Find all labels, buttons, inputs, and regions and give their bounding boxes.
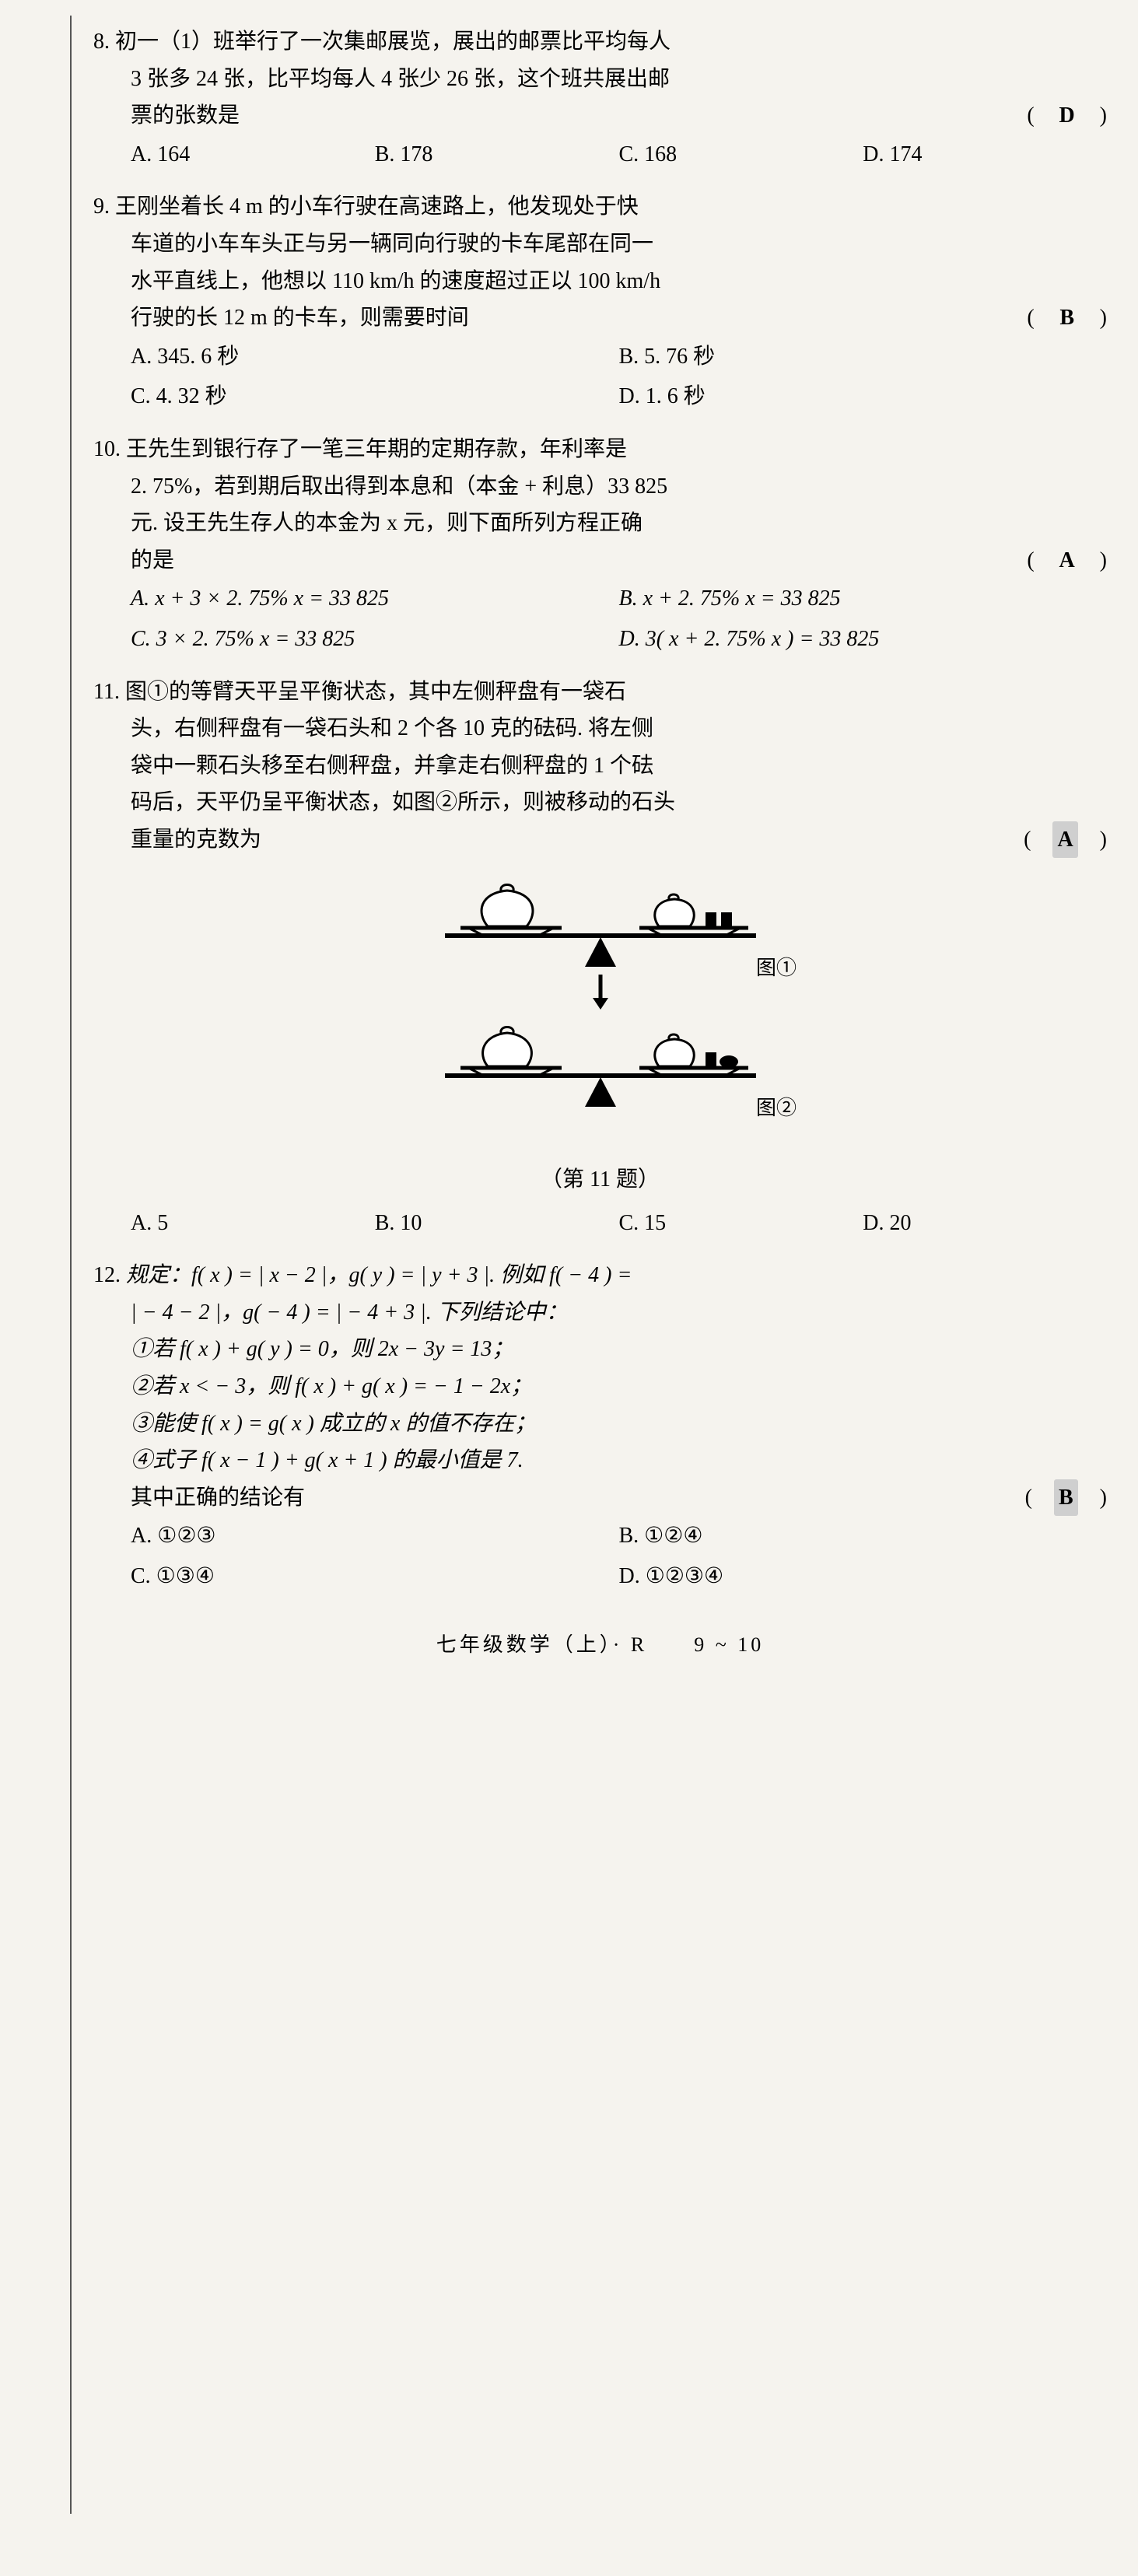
q12-line1: 规定：f( x ) = | x − 2 |，g( y ) = | y + 3 |…	[126, 1263, 632, 1287]
q10-line3: 元. 设王先生存人的本金为 x 元，则下面所列方程正确	[93, 505, 1107, 542]
q8-line1: 初一（1）班举行了一次集邮展览，展出的邮票比平均每人	[115, 30, 671, 54]
q11-line5: 重量的克数为	[131, 828, 261, 852]
q11-answer: A	[1052, 821, 1077, 859]
q10-line4: 的是	[131, 548, 174, 572]
q12-answer: B	[1054, 1479, 1078, 1517]
q12-opt-c: C. ①③④	[131, 1556, 619, 1597]
q11-opt-a: A. 5	[131, 1203, 375, 1244]
q11-line2: 头，右侧秤盘有一袋石头和 2 个各 10 克的砝码. 将左侧	[93, 710, 1107, 747]
q10-answer-paren: ( A )	[1027, 542, 1107, 579]
q9-line3: 水平直线上，他想以 110 km/h 的速度超过正以 100 km/h	[93, 263, 1107, 300]
question-10: 10. 王先生到银行存了一笔三年期的定期存款，年利率是 2. 75%，若到期后取…	[93, 431, 1107, 660]
q10-line1: 王先生到银行存了一笔三年期的定期存款，年利率是	[126, 437, 627, 461]
q10-number: 10.	[93, 437, 121, 461]
fig2-label: 图②	[756, 1097, 797, 1119]
q10-opt-b: B. x + 2. 75% x = 33 825	[619, 579, 1108, 619]
q9-answer: B	[1056, 299, 1078, 337]
q12-options-row2: C. ①③④ D. ①②③④	[93, 1556, 1107, 1597]
q10-options-row2: C. 3 × 2. 75% x = 33 825 D. 3( x + 2. 75…	[93, 619, 1107, 660]
q9-line2: 车道的小车车头正与另一辆同向行驶的卡车尾部在同一	[93, 226, 1107, 263]
q10-opt-c: C. 3 × 2. 75% x = 33 825	[131, 619, 619, 660]
q10-opt-a: A. x + 3 × 2. 75% x = 33 825	[131, 579, 619, 619]
fig1-label: 图①	[756, 957, 797, 979]
q9-answer-paren: ( B )	[1027, 299, 1107, 337]
q10-opt-d: D. 3( x + 2. 75% x ) = 33 825	[619, 619, 1108, 660]
q8-line2: 3 张多 24 张，比平均每人 4 张少 26 张，这个班共展出邮	[93, 61, 1107, 98]
question-8: 8. 初一（1）班举行了一次集邮展览，展出的邮票比平均每人 3 张多 24 张，…	[93, 23, 1107, 174]
q9-options-row1: A. 345. 6 秒 B. 5. 76 秒	[93, 337, 1107, 377]
q11-opt-d: D. 20	[863, 1203, 1107, 1244]
q12-answer-paren: ( B )	[1025, 1479, 1107, 1517]
q11-line4: 码后，天平仍呈平衡状态，如图②所示，则被移动的石头	[93, 784, 1107, 821]
q8-answer-paren: ( D )	[1027, 97, 1107, 135]
q8-opt-d: D. 174	[863, 135, 1107, 175]
q8-opt-a: A. 164	[131, 135, 375, 175]
balance-scale-figure: 图①	[352, 866, 849, 1146]
q12-s2: ②若 x < − 3，则 f( x ) + g( x ) = − 1 − 2x；	[93, 1368, 1107, 1405]
q12-s3: ③能使 f( x ) = g( x ) 成立的 x 的值不存在；	[93, 1405, 1107, 1443]
q11-answer-paren: ( A )	[1024, 821, 1107, 859]
q8-number: 8.	[93, 30, 110, 54]
q11-line3: 袋中一颗石头移至右侧秤盘，并拿走右侧秤盘的 1 个砝	[93, 747, 1107, 785]
q12-opt-b: B. ①②④	[619, 1516, 1108, 1556]
left-margin-rule	[70, 16, 72, 2514]
q12-tail: 其中正确的结论有	[131, 1486, 305, 1510]
page-footer: 七年级数学（上）· R 9 ~ 10	[93, 1628, 1107, 1662]
q9-opt-d: D. 1. 6 秒	[619, 376, 1108, 417]
q11-opt-c: C. 15	[619, 1203, 863, 1244]
question-12: 12. 规定：f( x ) = | x − 2 |，g( y ) = | y +…	[93, 1257, 1107, 1596]
q10-answer: A	[1056, 542, 1078, 579]
q9-opt-b: B. 5. 76 秒	[619, 337, 1108, 377]
q11-figure: 图①	[93, 866, 1107, 1198]
q10-options-row1: A. x + 3 × 2. 75% x = 33 825 B. x + 2. 7…	[93, 579, 1107, 619]
q9-line1: 王刚坐着长 4 m 的小车行驶在高速路上，他发现处于快	[115, 194, 639, 219]
question-9: 9. 王刚坐着长 4 m 的小车行驶在高速路上，他发现处于快 车道的小车车头正与…	[93, 188, 1107, 417]
q9-opt-a: A. 345. 6 秒	[131, 337, 619, 377]
q12-number: 12.	[93, 1263, 121, 1287]
q11-opt-b: B. 10	[375, 1203, 619, 1244]
q12-options-row1: A. ①②③ B. ①②④	[93, 1516, 1107, 1556]
q12-line2: | − 4 − 2 |，g( − 4 ) = | − 4 + 3 |. 下列结论…	[93, 1294, 1107, 1332]
q12-s4: ④式子 f( x − 1 ) + g( x + 1 ) 的最小值是 7.	[93, 1442, 1107, 1479]
q10-line2: 2. 75%，若到期后取出得到本息和（本金 + 利息）33 825	[93, 468, 1107, 506]
q12-opt-d: D. ①②③④	[619, 1556, 1108, 1597]
q8-options: A. 164 B. 178 C. 168 D. 174	[93, 135, 1107, 175]
q8-line3: 票的张数是	[131, 103, 240, 128]
q9-opt-c: C. 4. 32 秒	[131, 376, 619, 417]
q11-figure-caption: （第 11 题）	[93, 1161, 1107, 1199]
q9-number: 9.	[93, 194, 110, 219]
q8-opt-c: C. 168	[619, 135, 863, 175]
q12-opt-a: A. ①②③	[131, 1516, 619, 1556]
question-11: 11. 图①的等臂天平呈平衡状态，其中左侧秤盘有一袋石 头，右侧秤盘有一袋石头和…	[93, 674, 1107, 1244]
q9-line4: 行驶的长 12 m 的卡车，则需要时间	[131, 306, 469, 330]
q12-s1: ①若 f( x ) + g( y ) = 0，则 2x − 3y = 13；	[93, 1331, 1107, 1368]
q11-options: A. 5 B. 10 C. 15 D. 20	[93, 1203, 1107, 1244]
q9-options-row2: C. 4. 32 秒 D. 1. 6 秒	[93, 376, 1107, 417]
q11-number: 11.	[93, 680, 120, 704]
q8-answer: D	[1056, 97, 1078, 135]
q8-opt-b: B. 178	[375, 135, 619, 175]
q11-line1: 图①的等臂天平呈平衡状态，其中左侧秤盘有一袋石	[125, 680, 626, 704]
